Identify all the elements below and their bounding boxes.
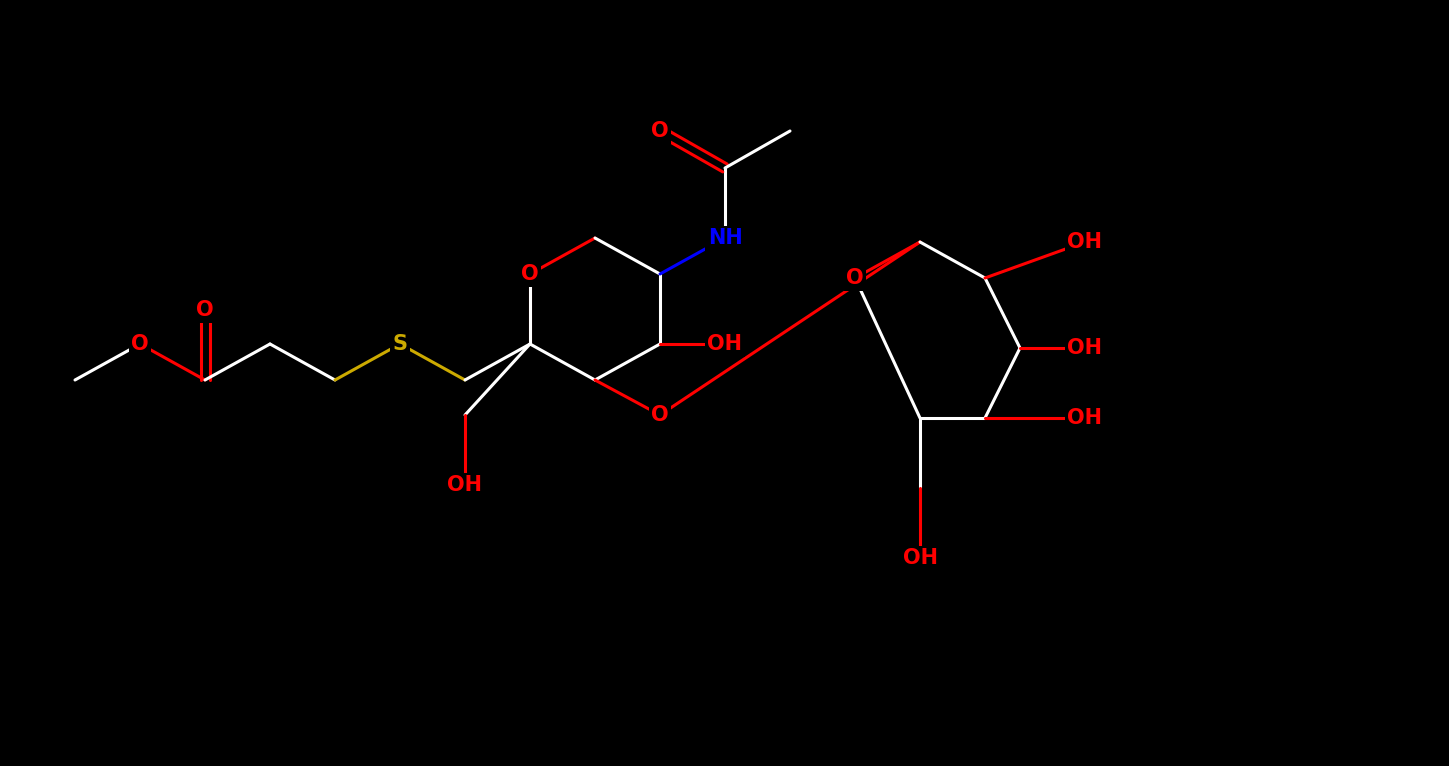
- Text: OH: OH: [1068, 338, 1103, 358]
- Text: OH: OH: [448, 475, 483, 495]
- Text: OH: OH: [1068, 232, 1103, 252]
- Text: OH: OH: [903, 548, 938, 568]
- Text: O: O: [651, 405, 669, 425]
- Text: O: O: [132, 334, 149, 354]
- Text: OH: OH: [1068, 408, 1103, 428]
- Text: S: S: [393, 334, 407, 354]
- Text: OH: OH: [707, 334, 742, 354]
- Text: O: O: [846, 268, 864, 288]
- Text: O: O: [522, 264, 539, 284]
- Text: O: O: [196, 300, 214, 320]
- Text: NH: NH: [707, 228, 742, 248]
- Text: O: O: [651, 121, 669, 141]
